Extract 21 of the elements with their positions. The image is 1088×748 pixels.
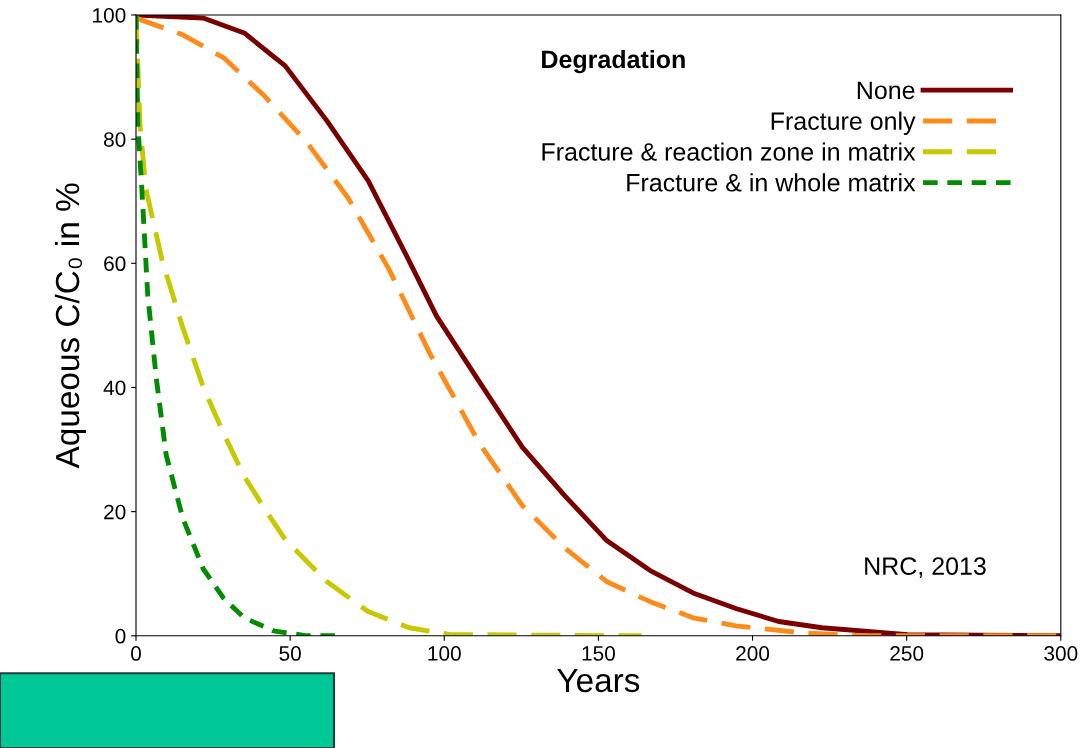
legend-label: Fracture & reaction zone in matrix [542, 142, 916, 161]
x-tick-label: 0 [131, 646, 141, 661]
x-tick-label: 250 [890, 646, 924, 661]
legend-label: Fracture & in whole matrix [627, 173, 916, 192]
legend-label: None [857, 81, 915, 100]
x-tick-label: 300 [1044, 646, 1078, 661]
y-tick-label: 80 [104, 132, 126, 147]
x-tick-label: 200 [736, 646, 770, 661]
legend-label: Fracture only [771, 111, 916, 135]
y-tick-label: 100 [93, 7, 126, 23]
legend-title: Degradation [542, 49, 685, 74]
x-tick-label: 50 [279, 646, 301, 661]
y-axis-title: Aqueous C/C₀ in % [54, 183, 86, 469]
y-tick-label: 0 [115, 628, 126, 644]
x-tick-label: 100 [428, 646, 461, 661]
x-tick-label: 150 [582, 646, 615, 661]
y-tick-label: 40 [103, 380, 126, 396]
y-tick-label: 60 [104, 256, 126, 272]
x-axis-title: Years [557, 668, 640, 693]
y-tick-label: 20 [104, 504, 126, 520]
annotation: NRC, 2013 [865, 557, 986, 578]
